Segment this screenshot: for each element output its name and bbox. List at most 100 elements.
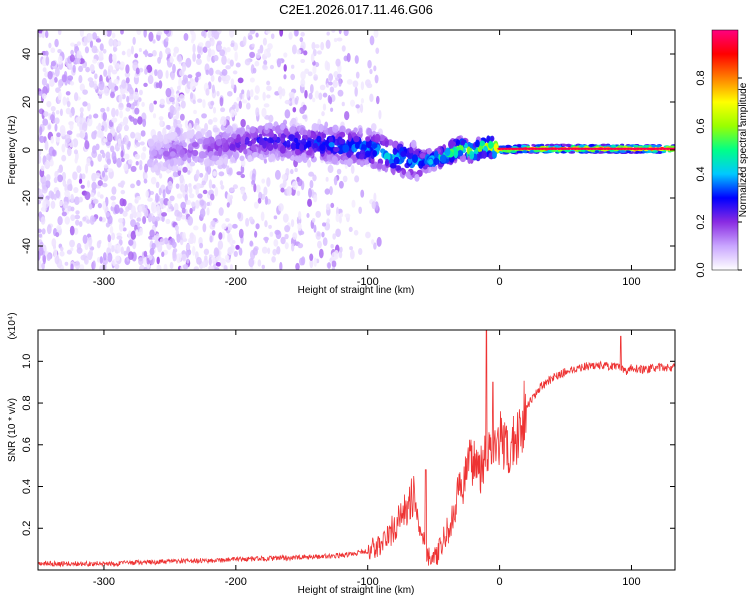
noise-cell [114, 263, 120, 270]
noise-cell [300, 78, 306, 88]
noise-cell [227, 223, 233, 231]
noise-cell [251, 43, 255, 48]
noise-cell [132, 36, 136, 46]
noise-cell [255, 32, 259, 38]
ridge-cell [419, 153, 426, 159]
noise-cell [181, 253, 187, 262]
noise-cell [165, 37, 169, 42]
ridge-cell [188, 129, 194, 139]
ridge-cell [652, 150, 659, 153]
noise-cell [99, 256, 104, 264]
noise-cell [102, 112, 107, 122]
noise-cell [179, 69, 185, 77]
noise-cell [358, 247, 363, 256]
ridge-cell [169, 132, 176, 140]
ridge-cell [616, 145, 624, 148]
noise-cell [244, 58, 251, 66]
noise-cell [172, 63, 176, 74]
noise-cell [261, 246, 268, 254]
ridge-cell [521, 144, 527, 148]
noise-cell [65, 91, 71, 96]
noise-cell [319, 84, 326, 91]
noise-cell [129, 213, 134, 220]
ridge-core [652, 147, 657, 150]
ridge-cell [668, 145, 675, 149]
noise-cell [136, 195, 142, 201]
noise-cell [202, 46, 208, 53]
noise-cell [344, 110, 350, 121]
noise-cell [265, 30, 271, 34]
ridge-cell [365, 136, 371, 142]
snr-panel: -300 -200 -100 0 100 0.2 0.4 0.6 0.8 1.0 Height o… [7, 312, 676, 596]
noise-cell [273, 215, 278, 220]
noise-cell [134, 53, 139, 59]
ridge-cell [179, 149, 186, 156]
noise-cell [199, 242, 204, 249]
noise-cell [177, 211, 183, 219]
noise-cell [322, 103, 327, 111]
noise-cell [369, 68, 373, 75]
noise-cell [120, 180, 126, 186]
noise-cell [237, 77, 244, 84]
noise-cell [206, 201, 211, 207]
ridge-cell [294, 149, 301, 156]
noise-cell [139, 264, 146, 270]
noise-cell [41, 181, 46, 190]
noise-cell [263, 158, 268, 164]
noise-cell [140, 130, 146, 137]
ridge-cell [252, 151, 258, 158]
noise-cell [231, 240, 236, 245]
ridge-cell [153, 164, 159, 171]
noise-cell [283, 64, 287, 72]
ridge-cell [459, 154, 467, 163]
ridge-cell [288, 134, 296, 142]
noise-cell [299, 106, 306, 115]
noise-cell [297, 178, 303, 187]
noise-cell [169, 195, 175, 202]
noise-cell [294, 97, 298, 105]
noise-cell [202, 189, 208, 195]
noise-cell [197, 193, 203, 199]
colorbar-tick-label: 0.4 [695, 166, 707, 181]
noise-cell [199, 208, 206, 218]
noise-cell [226, 202, 230, 208]
ridge-core [658, 147, 664, 150]
noise-cell [54, 67, 60, 77]
noise-cell [88, 249, 94, 258]
noise-cell [318, 248, 324, 259]
noise-cell [188, 237, 193, 244]
noise-cell [199, 172, 204, 178]
noise-cell [190, 201, 196, 207]
ridge-cell [198, 150, 206, 159]
ridge-cell [358, 127, 363, 135]
noise-cell [236, 171, 242, 176]
noise-cell [105, 212, 110, 218]
ridge-core [632, 147, 637, 150]
noise-cell [307, 198, 313, 207]
noise-cell [251, 180, 256, 185]
noise-cell [122, 116, 129, 126]
noise-cell [97, 56, 104, 61]
ridge-cell [191, 149, 199, 157]
noise-cell [138, 205, 143, 212]
noise-cell [98, 90, 104, 95]
noise-cell [53, 177, 58, 184]
ridge-cell [240, 143, 247, 151]
noise-cell [96, 240, 101, 249]
noise-cell [149, 247, 155, 256]
ridge-cell [549, 143, 555, 147]
noise-cell [111, 201, 116, 208]
ridge-cell [220, 137, 227, 144]
noise-cell [188, 122, 192, 133]
noise-cell [89, 215, 95, 225]
ridge-core [622, 147, 628, 150]
noise-cell [335, 58, 341, 67]
ridge-core [655, 147, 661, 150]
noise-cell [331, 252, 337, 261]
noise-cell [38, 155, 42, 164]
noise-cell [163, 263, 168, 270]
ridge-cell [269, 153, 276, 162]
ridge-cell [279, 145, 286, 154]
